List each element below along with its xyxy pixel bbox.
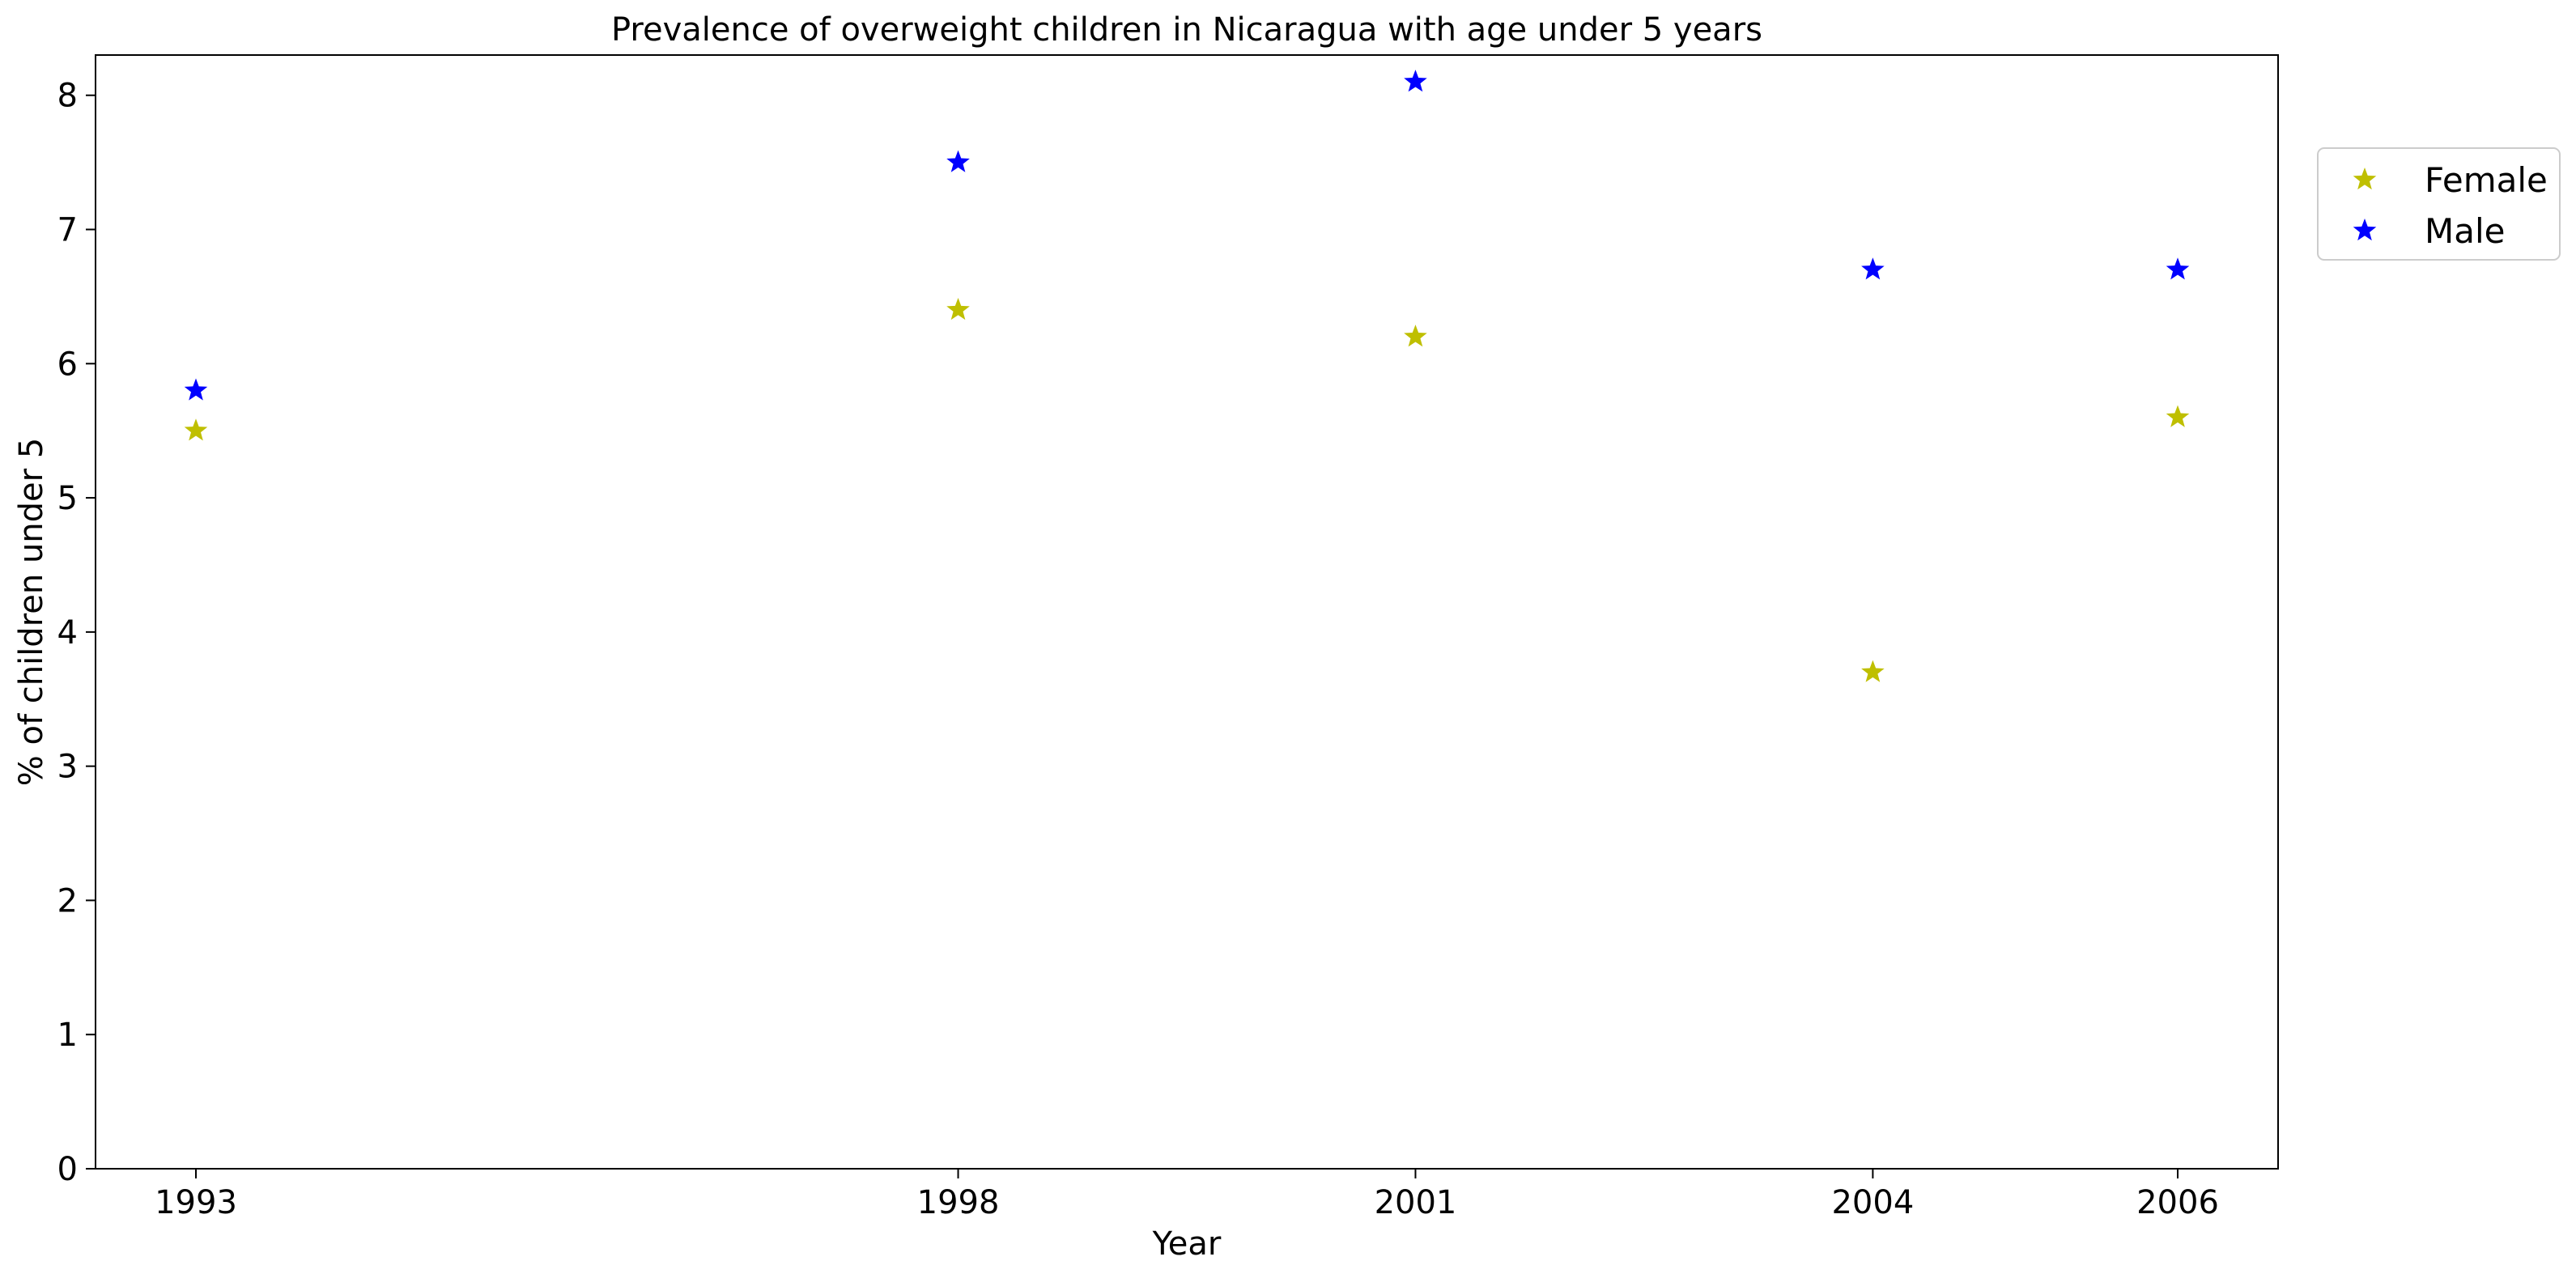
point-female-2006 bbox=[2166, 405, 2190, 427]
y-tick-label: 5 bbox=[57, 480, 78, 517]
legend-marker-male bbox=[2353, 219, 2377, 241]
data-points bbox=[184, 70, 2190, 682]
y-tick-label: 8 bbox=[57, 78, 78, 115]
point-female-2004 bbox=[1861, 660, 1885, 682]
y-tick-label: 1 bbox=[57, 1017, 78, 1054]
x-tick-label: 2001 bbox=[1375, 1184, 1457, 1221]
legend-label-male: Male bbox=[2425, 211, 2505, 251]
x-tick-label: 2004 bbox=[1831, 1184, 1914, 1221]
point-male-1993 bbox=[184, 378, 208, 401]
y-tick-label: 4 bbox=[57, 614, 78, 652]
x-tick-label: 1993 bbox=[155, 1184, 237, 1221]
y-tick-label: 3 bbox=[57, 749, 78, 786]
x-tick-label: 1998 bbox=[917, 1184, 1000, 1221]
point-male-2006 bbox=[2166, 257, 2190, 280]
y-axis: 0 1 2 3 4 5 6 7 8 bbox=[57, 78, 96, 1188]
x-tick-label: 2006 bbox=[2136, 1184, 2219, 1221]
y-tick-label: 6 bbox=[57, 346, 78, 383]
x-axis-label: Year bbox=[1152, 1225, 1222, 1263]
y-axis-label: % of children under 5 bbox=[13, 438, 50, 787]
point-female-2001 bbox=[1404, 325, 1427, 347]
legend: Female Male bbox=[2317, 147, 2561, 261]
point-male-2001 bbox=[1404, 70, 1427, 92]
y-tick-label: 0 bbox=[57, 1151, 78, 1188]
x-axis: 1993 1998 2001 2004 2006 bbox=[155, 1169, 2219, 1221]
legend-box bbox=[2317, 147, 2561, 261]
point-female-1998 bbox=[946, 297, 970, 321]
legend-marker-female bbox=[2353, 168, 2377, 190]
point-female-1993 bbox=[184, 418, 208, 441]
legend-label-female: Female bbox=[2425, 160, 2548, 200]
y-tick-label: 2 bbox=[57, 882, 78, 919]
point-male-1998 bbox=[946, 150, 970, 172]
y-tick-label: 7 bbox=[57, 212, 78, 249]
chart-title: Prevalence of overweight children in Nic… bbox=[611, 11, 1762, 49]
point-male-2004 bbox=[1861, 257, 1885, 280]
plot-area bbox=[95, 54, 2279, 1170]
